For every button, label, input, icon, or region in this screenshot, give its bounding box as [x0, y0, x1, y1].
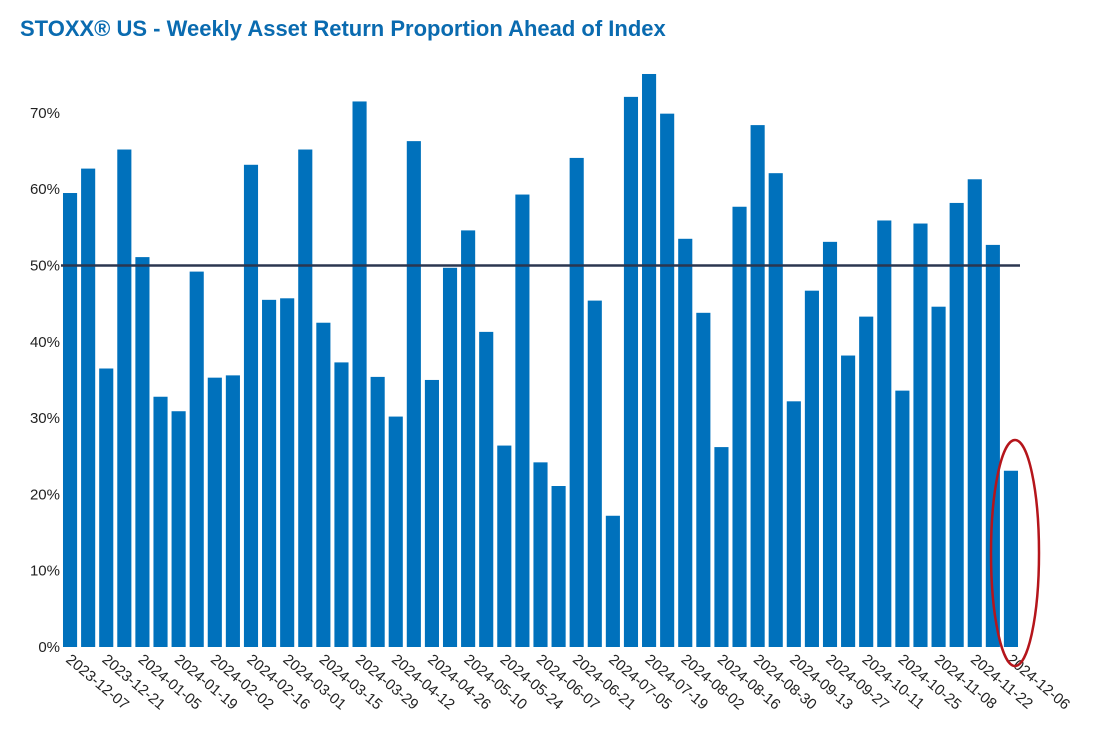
- bar: [81, 168, 96, 647]
- bar: [225, 375, 240, 647]
- bar: [262, 299, 277, 647]
- bar: [623, 96, 639, 647]
- bar: [406, 141, 421, 648]
- bar: [714, 447, 729, 647]
- bar: [985, 244, 1000, 648]
- y-tick-label: 10%: [30, 563, 60, 580]
- bar: [931, 306, 946, 647]
- bar: [822, 241, 838, 648]
- bar: [768, 173, 783, 647]
- bar: [424, 379, 439, 647]
- y-tick-label: 30%: [30, 410, 60, 427]
- bar: [442, 267, 458, 647]
- bar: [895, 390, 910, 647]
- plot: 0%10%20%30%40%50%60%70%2023-12-072023-12…: [30, 73, 1073, 713]
- bar: [479, 331, 494, 647]
- bar: [388, 416, 403, 647]
- bar: [587, 300, 602, 647]
- bar: [732, 206, 747, 647]
- bar: [913, 223, 928, 647]
- y-tick-label: 0%: [38, 639, 60, 656]
- highlight-ellipse: [989, 438, 1041, 668]
- bar: [207, 377, 222, 647]
- bar: [605, 515, 620, 647]
- bar: [967, 179, 982, 647]
- bar: [171, 411, 186, 647]
- bar: [569, 157, 584, 648]
- y-tick-label: 50%: [30, 258, 60, 275]
- bar: [678, 238, 693, 648]
- bar: [62, 193, 78, 647]
- bar: [461, 230, 476, 648]
- bar: [877, 220, 892, 647]
- y-tick-label: 70%: [30, 105, 60, 122]
- bar: [786, 401, 801, 647]
- bar: [316, 322, 331, 647]
- y-tick-label: 20%: [30, 486, 60, 503]
- bar: [298, 149, 313, 648]
- bar: [370, 376, 385, 647]
- bar: [189, 271, 204, 647]
- bar: [642, 73, 657, 647]
- y-tick-label: 60%: [30, 181, 60, 198]
- bar: [280, 298, 295, 647]
- bar: [352, 101, 367, 647]
- bar: [515, 194, 530, 647]
- bar: [533, 462, 548, 647]
- bar: [334, 362, 349, 647]
- chart-title: STOXX® US - Weekly Asset Return Proporti…: [20, 16, 667, 41]
- bar: [1003, 470, 1019, 647]
- bar: [243, 164, 259, 647]
- bar: [660, 113, 675, 647]
- bar: [841, 355, 856, 647]
- y-tick-label: 40%: [30, 334, 60, 351]
- bar: [750, 125, 765, 647]
- bar: [859, 316, 874, 647]
- bar: [696, 312, 711, 647]
- bar: [804, 290, 819, 647]
- bar: [99, 368, 114, 647]
- bar: [153, 396, 168, 647]
- bar: [949, 202, 964, 647]
- bar: [497, 445, 512, 647]
- bar: [551, 486, 566, 647]
- bar: [117, 149, 132, 648]
- bar: [135, 257, 150, 647]
